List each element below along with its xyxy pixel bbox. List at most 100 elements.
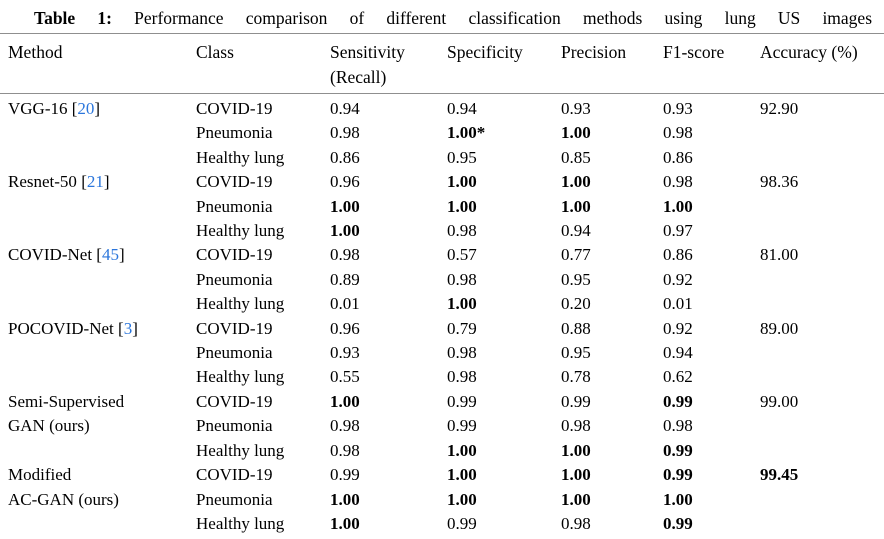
cell-method [0, 121, 196, 145]
cell-sensitivity: 0.94 [330, 99, 360, 118]
cell-method: AC-GAN (ours) [8, 489, 119, 509]
cell-sensitivity: 0.96 [330, 172, 360, 192]
table-row: Pneumonia 0.98 1.00* 1.00 0.98 [0, 121, 884, 145]
cell-sensitivity: 1.00 [330, 513, 360, 533]
cell-sensitivity: 0.93 [330, 343, 360, 363]
cell-specificity: 0.98 [447, 343, 477, 363]
cell-specificity: 1.00 [447, 196, 477, 216]
table-row: Pneumonia 0.89 0.98 0.95 0.92 [0, 268, 884, 292]
cell-class: Healthy lung [196, 294, 285, 314]
cell-f1-score: 1.00 [663, 196, 693, 216]
citation-link[interactable]: 21 [86, 172, 104, 192]
cell-method: VGG-16 [20] [8, 99, 101, 118]
cell-accuracy [760, 121, 884, 145]
citation-link[interactable]: 20 [77, 99, 95, 118]
cell-f1-score: 0.99 [663, 440, 693, 460]
cell-class: Pneumonia [196, 343, 273, 363]
cell-f1-score: 0.94 [663, 343, 693, 363]
cell-precision: 0.88 [561, 318, 591, 338]
cell-f1-score: 0.99 [663, 465, 693, 485]
cell-accuracy: 99.45 [760, 465, 799, 485]
cell-class: Pneumonia [196, 123, 273, 143]
cell-f1-score: 0.98 [663, 123, 693, 143]
cell-method: COVID-Net [45] [8, 245, 125, 265]
cell-sensitivity: 1.00 [330, 221, 360, 241]
cell-precision: 1.00 [561, 489, 591, 509]
cell-class: Pneumonia [196, 489, 273, 509]
table-row: Modified COVID-19 0.99 1.00 1.00 0.99 99.45 [0, 463, 884, 487]
cell-specificity: 0.79 [447, 318, 477, 338]
column-header-f1-score: F1-score [663, 33, 760, 94]
column-header-label: Accuracy (%) [760, 42, 858, 62]
cell-sensitivity: 1.00 [330, 489, 360, 509]
cell-f1-score: 0.98 [663, 416, 693, 436]
cell-class: Healthy lung [196, 367, 285, 387]
cell-sensitivity: 0.98 [330, 416, 360, 436]
performance-table: Method Class Sensitivity (Recall) Specif… [0, 33, 884, 539]
citation-link[interactable]: 45 [101, 245, 119, 265]
cell-accuracy: 92.90 [760, 99, 799, 118]
citation-link[interactable]: 3 [123, 318, 133, 338]
table-row: VGG-16 [20] COVID-19 0.94 0.94 0.93 0.93 92.90 [0, 94, 884, 122]
cell-class: COVID-19 [196, 318, 273, 338]
table-row: Resnet-50 [21] COVID-19 0.96 1.00 1.00 0.98 98… [0, 170, 884, 194]
cell-class: Healthy lung [196, 513, 285, 533]
column-header-sensitivity: Sensitivity (Recall) [330, 33, 447, 94]
cell-accuracy [760, 219, 884, 243]
cell-f1-score: 0.01 [663, 294, 693, 314]
column-header-class: Class [196, 33, 330, 94]
cell-class: Pneumonia [196, 416, 273, 436]
cell-class: Healthy lung [196, 221, 285, 241]
cell-method: Resnet-50 [21] [8, 172, 110, 192]
table-row: AC-GAN (ours) Pneumonia 1.00 1.00 1.00 1.00 [0, 488, 884, 512]
cell-sensitivity: 0.99 [330, 465, 360, 485]
cell-precision: 0.95 [561, 269, 591, 289]
table-row: Healthy lung 0.01 1.00 0.20 0.01 [0, 292, 884, 316]
cell-specificity: 1.00 [447, 294, 477, 314]
table-body: VGG-16 [20] COVID-19 0.94 0.94 0.93 0.93 92.90… [0, 94, 884, 539]
cell-accuracy [760, 292, 884, 316]
column-header-accuracy: Accuracy (%) [760, 33, 884, 94]
table-caption: Table 1: Performance comparison of diffe… [0, 0, 884, 31]
table-row: Healthy lung 1.00 0.98 0.94 0.97 [0, 219, 884, 243]
cell-specificity: 1.00 [447, 489, 477, 509]
cell-accuracy [760, 414, 884, 438]
cell-precision: 0.94 [561, 221, 591, 241]
cell-precision: 1.00 [561, 123, 591, 143]
cell-f1-score: 1.00 [663, 489, 693, 509]
header-row: Method Class Sensitivity (Recall) Specif… [0, 33, 884, 94]
cell-precision: 0.98 [561, 513, 591, 533]
cell-method [0, 341, 196, 365]
cell-f1-score: 0.93 [663, 99, 693, 118]
cell-accuracy [760, 195, 884, 219]
table-row: Pneumonia 0.93 0.98 0.95 0.94 [0, 341, 884, 365]
table-caption-label: Table 1: [34, 8, 112, 28]
cell-method: POCOVID-Net [3] [8, 318, 138, 338]
cell-precision: 0.93 [561, 99, 591, 118]
cell-specificity: 1.00 [447, 440, 477, 460]
cell-specificity: 0.98 [447, 269, 477, 289]
cell-specificity: 0.57 [447, 245, 477, 265]
cell-f1-score: 0.92 [663, 318, 693, 338]
cell-accuracy [760, 512, 884, 539]
table-row: Healthy lung 0.86 0.95 0.85 0.86 [0, 146, 884, 170]
cell-sensitivity: 0.89 [330, 269, 360, 289]
cell-specificity: 0.95 [447, 147, 477, 167]
cell-f1-score: 0.86 [663, 147, 693, 167]
cell-sensitivity: 1.00 [330, 196, 360, 216]
cell-precision: 1.00 [561, 465, 591, 485]
cell-precision: 0.98 [561, 416, 591, 436]
cell-accuracy [760, 365, 884, 389]
cell-specificity: 1.00 [447, 465, 477, 485]
cell-precision: 0.85 [561, 147, 591, 167]
cell-specificity: 0.94 [447, 99, 477, 118]
column-header-label: F1-score [663, 42, 725, 62]
column-header-label: Precision [561, 42, 627, 62]
cell-accuracy: 98.36 [760, 172, 799, 192]
cell-precision: 0.99 [561, 391, 591, 411]
cell-accuracy: 81.00 [760, 245, 799, 265]
cell-f1-score: 0.99 [663, 513, 693, 533]
cell-method: Modified [8, 465, 72, 485]
cell-accuracy: 99.00 [760, 391, 799, 411]
cell-method [0, 195, 196, 219]
